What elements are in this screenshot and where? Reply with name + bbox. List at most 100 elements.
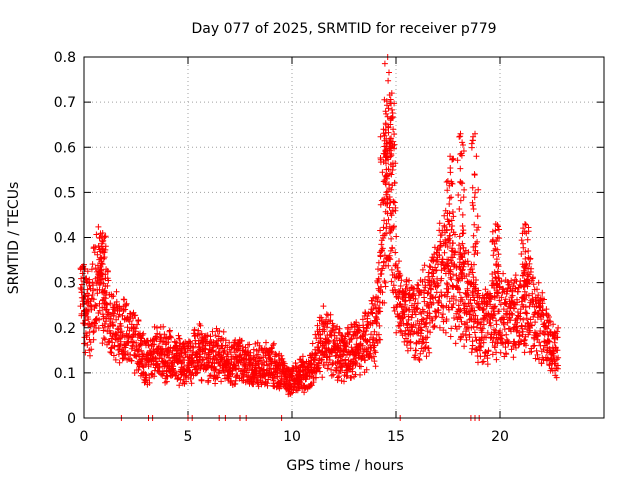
data-point — [118, 323, 125, 329]
data-point — [446, 201, 453, 207]
data-point — [269, 349, 275, 356]
data-point — [391, 131, 398, 138]
data-point — [522, 221, 529, 228]
data-point — [380, 126, 387, 133]
data-point — [448, 194, 455, 201]
data-point — [435, 309, 442, 316]
data-point — [514, 288, 521, 295]
data-point — [363, 366, 370, 373]
data-point — [518, 237, 525, 244]
data-point — [412, 322, 419, 329]
data-point — [420, 316, 427, 323]
data-point — [90, 336, 97, 343]
data-point — [379, 169, 386, 176]
data-point — [292, 360, 299, 367]
data-point — [188, 380, 195, 387]
data-point — [103, 266, 110, 273]
data-point — [115, 335, 122, 342]
data-point — [102, 336, 108, 343]
data-point — [448, 325, 455, 332]
data-point — [522, 279, 529, 286]
data-point — [471, 329, 478, 336]
data-point — [495, 251, 502, 258]
data-point — [469, 266, 475, 272]
data-point — [377, 249, 384, 256]
data-point — [385, 262, 392, 269]
data-point — [320, 303, 327, 310]
data-point — [504, 285, 511, 291]
data-point — [450, 293, 457, 300]
data-point — [215, 338, 222, 344]
data-point — [492, 227, 499, 234]
data-point — [372, 302, 379, 308]
data-point — [383, 230, 390, 237]
data-points — [77, 54, 562, 421]
data-point — [460, 142, 466, 148]
data-point — [451, 315, 457, 321]
data-point — [416, 357, 423, 363]
data-point — [466, 334, 473, 341]
data-point — [454, 157, 461, 164]
data-point — [524, 236, 531, 243]
data-point — [176, 382, 183, 389]
data-point — [187, 347, 193, 354]
data-point — [377, 271, 384, 278]
data-point — [528, 348, 535, 355]
data-point — [496, 308, 502, 315]
data-point — [381, 60, 388, 67]
data-point — [216, 328, 223, 335]
data-point — [546, 338, 553, 345]
data-point — [393, 233, 400, 240]
data-point — [461, 250, 468, 257]
data-point — [330, 322, 337, 329]
y-tick-label: 0.4 — [54, 231, 76, 247]
data-point — [445, 263, 452, 270]
data-point — [83, 332, 90, 339]
data-point — [498, 335, 505, 342]
data-point — [443, 226, 450, 233]
data-point — [372, 349, 379, 356]
data-point — [494, 281, 501, 288]
data-point — [93, 231, 100, 238]
data-point — [496, 275, 502, 282]
data-point — [466, 271, 473, 278]
data-point — [396, 273, 403, 280]
data-point — [110, 293, 117, 300]
data-point — [447, 153, 454, 160]
data-point — [473, 227, 480, 233]
data-point — [375, 266, 381, 273]
data-point — [519, 272, 526, 279]
data-point — [325, 312, 331, 319]
data-point — [95, 223, 102, 230]
data-point — [358, 363, 364, 370]
data-point — [459, 223, 466, 229]
data-point — [388, 186, 395, 193]
data-point — [509, 311, 516, 318]
data-point — [183, 378, 190, 385]
data-point — [135, 318, 142, 324]
data-point — [512, 272, 519, 279]
data-point — [480, 305, 487, 312]
data-point — [89, 261, 96, 268]
data-point — [160, 370, 167, 377]
data-point — [378, 237, 385, 244]
data-point — [312, 356, 319, 363]
data-point — [442, 329, 449, 336]
data-point — [77, 285, 84, 291]
x-tick-label: 20 — [491, 429, 509, 445]
data-point — [381, 177, 388, 184]
data-point — [122, 306, 129, 313]
data-point — [475, 287, 482, 294]
data-point — [498, 278, 505, 285]
data-point — [359, 342, 366, 349]
data-point — [487, 301, 494, 308]
data-point — [501, 316, 507, 323]
data-point — [456, 133, 463, 140]
data-point — [380, 178, 387, 185]
data-point — [100, 249, 107, 256]
data-point — [407, 345, 414, 352]
data-point — [103, 315, 110, 321]
data-point — [88, 306, 95, 313]
data-point — [98, 255, 105, 262]
